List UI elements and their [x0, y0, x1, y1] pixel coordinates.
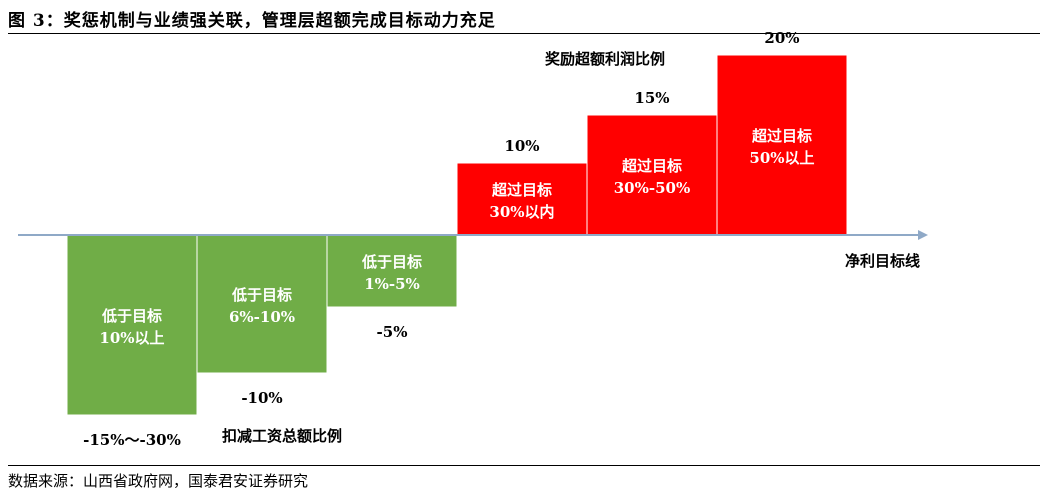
bar-5	[716, 54, 848, 236]
source-divider	[8, 465, 1040, 466]
bar-label-5-1: 50%以上	[749, 149, 814, 167]
value-label-5: 20%	[764, 29, 799, 47]
bar-3	[456, 162, 588, 236]
chart-title: 图 3：奖惩机制与业绩强关联，管理层超额完成目标动力充足	[8, 11, 496, 31]
bar-label-1-0: 低于目标	[231, 286, 292, 304]
bar-label-3-1: 30%以内	[489, 203, 554, 221]
bar-label-2-0: 低于目标	[361, 253, 422, 271]
title-divider	[8, 33, 1040, 34]
bar-4	[586, 114, 718, 236]
value-label-1: -10%	[241, 389, 282, 407]
source-note: 数据来源：山西省政府网，国泰君安证券研究	[8, 472, 309, 490]
bar-label-0-1: 10%以上	[99, 329, 164, 347]
value-label-4: 15%	[634, 89, 669, 107]
baseline-arrow-icon	[918, 230, 928, 240]
bar-label-0-0: 低于目标	[101, 307, 162, 325]
bar-2	[326, 234, 458, 308]
value-label-2: -5%	[377, 323, 408, 341]
bar-label-5-0: 超过目标	[751, 127, 812, 145]
bar-label-4-1: 30%-50%	[614, 179, 690, 197]
bar-1	[196, 234, 328, 374]
positive-axis-label: 奖励超额利润比例	[545, 50, 665, 68]
bar-0	[66, 234, 198, 416]
bar-label-1-1: 6%-10%	[229, 308, 295, 326]
bars-group	[66, 54, 848, 416]
baseline-label: 净利目标线	[845, 252, 920, 270]
bar-label-2-1: 1%-5%	[364, 275, 420, 293]
bar-label-4-0: 超过目标	[621, 157, 682, 175]
value-label-0: -15%～-30%	[83, 431, 181, 449]
labels-group: 低于目标 10%以上 -15%～-30% 低于目标 6%-10% -10% 低于目标 1%-5…	[83, 29, 814, 449]
value-label-3: 10%	[504, 137, 539, 155]
bar-label-3-0: 超过目标	[491, 181, 552, 199]
negative-axis-label: 扣减工资总额比例	[222, 427, 342, 445]
